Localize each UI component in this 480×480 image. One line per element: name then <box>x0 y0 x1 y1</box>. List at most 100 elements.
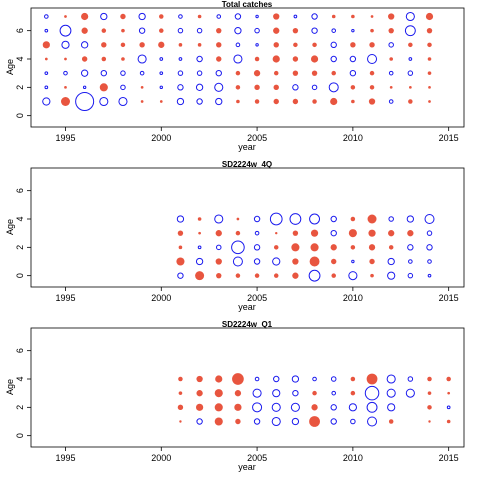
bubble-layer <box>42 11 434 111</box>
bubble-negative <box>232 256 243 267</box>
plot-frame <box>30 167 465 288</box>
bubble-positive <box>273 84 279 91</box>
bubble-positive <box>350 376 356 382</box>
bubble-negative <box>196 418 203 425</box>
bubble-positive <box>330 97 338 106</box>
bubble-positive <box>351 99 355 104</box>
bubble-positive <box>158 41 165 48</box>
bubble-negative <box>309 213 321 225</box>
panel-title: SD2224w_4Q <box>222 160 272 169</box>
bubble-negative <box>253 244 261 251</box>
bubble-positive <box>369 85 375 90</box>
bubble-positive <box>177 404 184 411</box>
bubble-positive <box>408 42 413 48</box>
bubble-positive <box>312 390 317 396</box>
y-tick-label: 4 <box>15 56 25 61</box>
bubble-positive <box>309 256 320 267</box>
bubble-negative <box>255 43 259 47</box>
bubble-negative <box>348 403 357 412</box>
bubble-negative <box>387 271 396 280</box>
bubble-negative <box>139 70 145 76</box>
bubble-positive <box>121 28 125 33</box>
bubble-positive <box>198 231 201 235</box>
bubble-positive <box>388 230 395 237</box>
bubble-negative <box>253 215 261 223</box>
bubble-negative <box>349 55 357 63</box>
bubble-positive <box>331 273 336 278</box>
bubble-negative <box>216 244 222 251</box>
bubble-positive <box>273 13 280 20</box>
bubble-positive <box>292 230 299 236</box>
bubble-positive <box>446 419 451 424</box>
bubble-negative <box>81 69 89 77</box>
bubble-negative <box>407 272 414 279</box>
x-tick-label: 2005 <box>247 133 267 143</box>
x-axis-ticks: 1995 2000 2005 2010 2015 <box>55 127 459 143</box>
bubble-layer <box>176 212 435 282</box>
y-tick-label: 6 <box>15 188 25 193</box>
bubble-negative <box>159 57 164 61</box>
bubble-negative <box>351 259 355 264</box>
bubble-positive <box>178 43 183 47</box>
bubble-positive <box>214 417 223 426</box>
bubble-negative <box>330 376 337 382</box>
bubble-positive <box>330 244 337 251</box>
y-axis-label: Age <box>5 59 15 75</box>
bubble-negative <box>330 215 337 223</box>
x-tick-label: 2005 <box>247 453 267 463</box>
x-axis-ticks: 1995 2000 2005 2010 2015 <box>55 447 459 463</box>
bubble-positive <box>350 390 356 396</box>
bubble-negative <box>271 416 281 427</box>
bubble-positive <box>64 15 67 18</box>
bubble-negative <box>235 42 241 48</box>
x-axis-label: year <box>238 142 256 152</box>
bubble-negative <box>311 84 318 91</box>
bubble-negative <box>44 28 49 33</box>
bubble-positive <box>369 70 375 76</box>
bubble-negative <box>159 71 164 76</box>
bubble-positive <box>273 273 279 278</box>
bubble-negative <box>388 99 394 104</box>
bubble-positive <box>273 98 279 105</box>
bubble-positive <box>428 85 431 89</box>
bubble-negative <box>388 216 394 222</box>
bubble-negative <box>308 269 321 282</box>
panel-title: SD2224w_Q1 <box>222 320 273 329</box>
bubble-negative <box>196 98 203 105</box>
bubble-negative <box>216 14 222 19</box>
bubble-positive <box>366 373 378 385</box>
bubble-positive <box>292 56 299 62</box>
bubble-positive <box>197 217 202 221</box>
bubble-positive <box>292 272 299 279</box>
bubble-negative <box>196 55 203 63</box>
bubble-positive <box>275 231 278 235</box>
y-axis-ticks: 0 2 4 6 <box>15 348 31 438</box>
bubble-negative <box>405 388 415 398</box>
bubble-positive <box>81 27 88 34</box>
bubble-negative <box>367 416 378 427</box>
bubble-positive <box>367 214 377 224</box>
bubble-positive <box>311 404 318 411</box>
bubble-positive <box>159 14 164 19</box>
y-tick-label: 4 <box>15 376 25 381</box>
bubble-positive <box>195 271 205 281</box>
bubble-negative <box>254 376 260 382</box>
y-tick-label: 0 <box>15 273 25 278</box>
bubble-negative <box>231 240 245 255</box>
bubble-negative <box>292 389 299 397</box>
bubble-positive <box>214 403 223 412</box>
bubble-negative <box>178 57 183 61</box>
bubble-positive <box>447 391 451 395</box>
y-tick-label: 2 <box>15 85 25 90</box>
bubble-negative <box>405 11 415 22</box>
bubble-positive <box>310 243 319 252</box>
y-axis-ticks: 0 2 4 6 <box>15 28 31 118</box>
panel-sd2224w-4q: SD2224w_4Q 1995 2000 2005 2010 2015 0 2 4 6 yea… <box>5 160 465 312</box>
x-tick-label: 1995 <box>55 453 75 463</box>
bubble-positive <box>196 375 203 383</box>
bubble-positive <box>216 42 222 48</box>
bubble-negative <box>351 28 355 33</box>
bubble-positive <box>369 258 375 265</box>
bubble-negative <box>312 376 317 382</box>
bubble-negative <box>61 40 70 49</box>
